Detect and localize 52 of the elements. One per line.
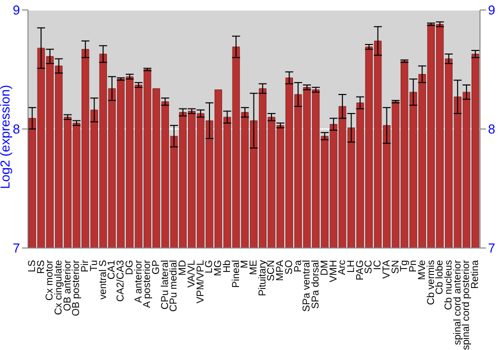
x-tick-label: DG bbox=[124, 260, 136, 275]
y2-tick-label: 9 bbox=[488, 2, 496, 18]
x-tick-label: OB anterior bbox=[62, 259, 74, 312]
x-tick-label: MPA bbox=[275, 260, 286, 281]
x-tick-label: ventral S bbox=[98, 260, 109, 300]
x-tick-label: A anterior bbox=[133, 259, 144, 303]
x-tick-label: LS bbox=[26, 260, 38, 272]
y-tick-label: 8 bbox=[12, 122, 20, 137]
x-tick-label: VTA bbox=[381, 260, 392, 279]
y2-tick-label: 8 bbox=[488, 122, 496, 137]
x-tick-label: spinal cord anterior bbox=[452, 259, 464, 346]
x-tick-label: DM bbox=[319, 260, 330, 276]
x-tick-label: Pir bbox=[80, 259, 92, 272]
x-tick-label: Arc bbox=[337, 260, 348, 275]
x-tick-label: RS bbox=[36, 260, 47, 274]
x-tick-label: CPu medial bbox=[168, 260, 180, 312]
x-tick-label: VPM/VPL bbox=[195, 260, 206, 304]
x-tick-label: Hb bbox=[222, 260, 233, 273]
y2-tick-label: 7 bbox=[488, 240, 496, 256]
x-tick-label: SO bbox=[284, 260, 295, 274]
x-tick-label: VA/VL bbox=[186, 260, 198, 288]
x-tick-label: SC bbox=[364, 260, 375, 274]
y-axis-title: Log2 (expression) bbox=[0, 84, 13, 189]
x-tick-label: LH bbox=[346, 260, 357, 273]
x-tick-label: GP bbox=[151, 260, 162, 274]
x-tick-label: M bbox=[240, 260, 251, 268]
x-tick-label: CA2/CA3 bbox=[116, 260, 127, 302]
x-tick-label: OB posterior bbox=[71, 259, 82, 316]
x-tick-label: MVe bbox=[416, 260, 428, 280]
x-tick-label: Pituitary bbox=[257, 260, 268, 296]
x-tick-label: CA1 bbox=[106, 260, 118, 280]
x-tick-label: VMH bbox=[328, 260, 340, 282]
x-tick-label: Retina bbox=[470, 260, 482, 289]
x-tick-label: ME bbox=[248, 260, 260, 275]
x-tick-label: Cx cingulate bbox=[54, 260, 65, 316]
y-tick-label: 9 bbox=[12, 2, 20, 18]
x-tick-label: SCN bbox=[266, 260, 278, 282]
x-tick-label: Cb nucleus bbox=[443, 260, 454, 310]
x-tick-label: Pineal bbox=[230, 260, 242, 288]
x-tick-label: LG bbox=[204, 260, 216, 274]
x-tick-label: SPa dorsal bbox=[310, 260, 322, 309]
x-tick-label: SN bbox=[390, 260, 402, 274]
x-tick-label: Cb lobe bbox=[434, 260, 446, 294]
x-tick-label: Tu bbox=[88, 260, 100, 272]
x-tick-label: IC bbox=[372, 260, 384, 270]
x-tick-label: A posterior bbox=[142, 259, 154, 308]
x-tick-label: Pa bbox=[292, 260, 304, 272]
x-tick-label: PAG bbox=[354, 260, 366, 280]
x-tick-label: Pn bbox=[408, 260, 420, 272]
y-tick-label: 7 bbox=[12, 240, 20, 256]
x-tick-label: spinal cord posterior bbox=[461, 259, 472, 350]
x-tick-label: Tg bbox=[399, 260, 410, 272]
